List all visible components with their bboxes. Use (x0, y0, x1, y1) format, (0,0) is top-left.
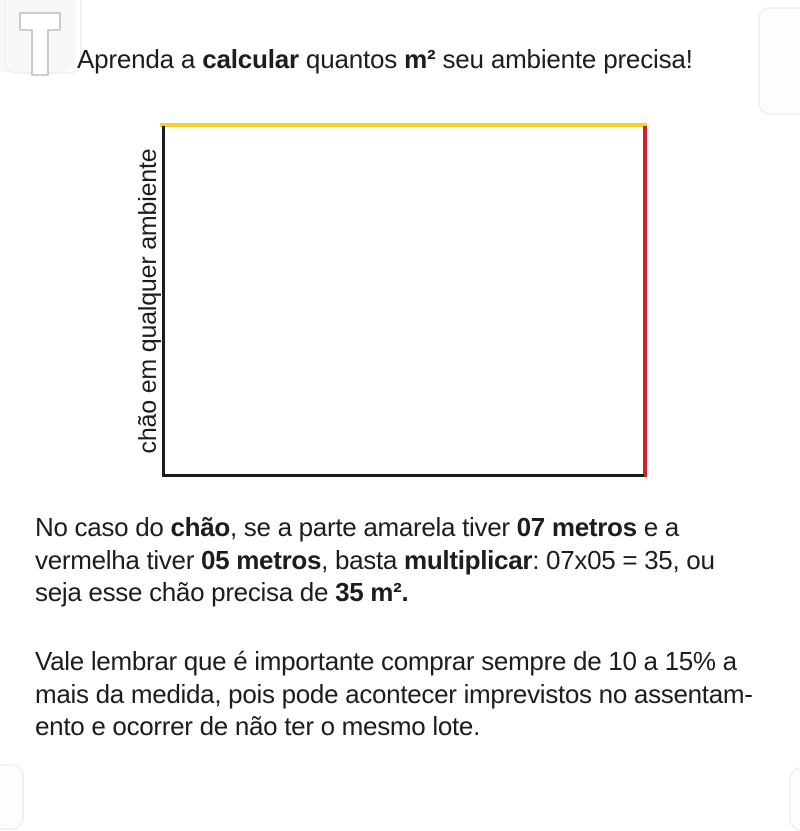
page-title: Aprenda a calcular quantos m² seu ambien… (77, 44, 693, 75)
decor-rounded-square-top-right (758, 7, 800, 115)
text-run: : 07x05 = 35, ou (532, 544, 715, 575)
decor-rounded-square-bottom-left (0, 764, 24, 830)
red-right-edge (643, 126, 647, 477)
paragraph-line: ento e ocorrer de não ter o mesmo lote. (35, 711, 480, 741)
letter-t-logo-icon (19, 12, 61, 76)
bold-multiplicar: multiplicar (404, 544, 533, 575)
paragraph-line: seja esse chão precisa de 35 m². (35, 576, 715, 609)
black-bottom-edge (162, 474, 644, 477)
black-left-edge (162, 126, 165, 477)
title-text: Aprenda a (77, 44, 203, 74)
title-bold-m2: m² (404, 44, 436, 74)
text-run: , basta (321, 544, 405, 575)
bold-chao: chão (170, 512, 230, 542)
text-run: No caso do (35, 512, 171, 542)
brand-logo (0, 0, 120, 110)
bold-35-m2: 35 m². (335, 577, 409, 607)
text-run: vermelha tiver (35, 544, 201, 575)
title-text: quantos (298, 44, 405, 74)
calculation-paragraph: No caso do chão, se a parte amarela tive… (35, 511, 715, 609)
paragraph-line: mais da medida, pois pode acontecer impr… (35, 678, 753, 709)
bold-07-metros: 07 metros (516, 512, 637, 542)
paragraph-line: Vale lembrar que é importante comprar se… (35, 646, 737, 676)
text-run: , se a parte amarela tiver (229, 512, 517, 542)
text-run: seja esse chão precisa de (35, 577, 336, 607)
yellow-top-edge (160, 123, 647, 127)
decor-rounded-square-bottom-right (789, 767, 800, 831)
title-bold-calcular: calcular (202, 44, 299, 74)
title-text: seu ambiente precisa! (435, 44, 693, 74)
paragraph-line: No caso do chão, se a parte amarela tive… (35, 511, 715, 544)
tip-paragraph: Vale lembrar que é importante comprar se… (35, 645, 753, 743)
bold-05-metros: 05 metros (201, 544, 322, 575)
text-run: e a (636, 512, 680, 542)
diagram-vertical-label: chão em qualquer ambiente (134, 148, 162, 454)
paragraph-line: vermelha tiver 05 metros, basta multipli… (35, 544, 715, 577)
